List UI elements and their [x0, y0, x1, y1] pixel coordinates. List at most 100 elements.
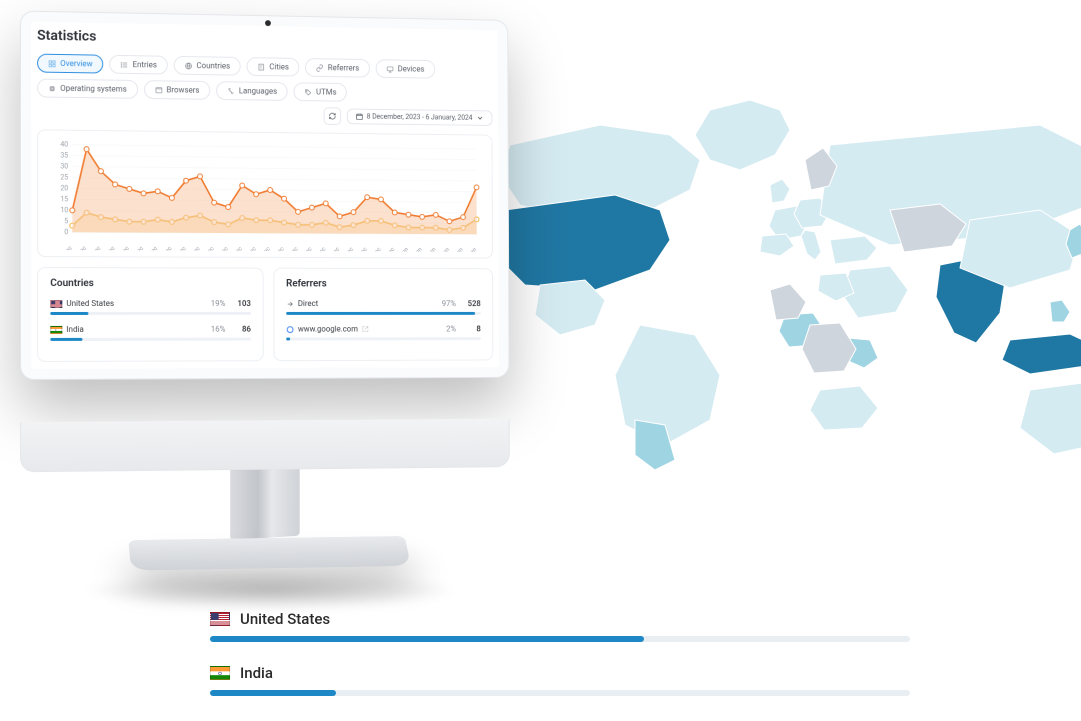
tab-referrers[interactable]: Referrers [305, 58, 369, 78]
grid-icon [48, 59, 56, 67]
tab-label: Operating systems [60, 84, 127, 94]
tab-utms[interactable]: UTMs [294, 82, 347, 101]
svg-text:20: 20 [60, 184, 68, 192]
svg-text:40: 40 [60, 141, 68, 149]
chevron-down-icon [476, 114, 484, 122]
svg-text:30: 30 [60, 162, 68, 170]
row-percent: 16% [211, 325, 226, 334]
tab-overview[interactable]: Overview [37, 54, 104, 74]
svg-text:19 Dec: 19 Dec [212, 245, 230, 251]
browser-icon [155, 86, 163, 94]
row-bar-track [286, 312, 481, 315]
svg-text:15 Dec: 15 Dec [155, 245, 173, 252]
flat-country-row[interactable]: India [210, 664, 910, 696]
monitor-shadow [80, 570, 460, 610]
tab-label: Referrers [328, 63, 359, 72]
flat-bar-track [210, 636, 910, 642]
refresh-button[interactable] [323, 107, 340, 125]
row-bar-fill [50, 312, 89, 315]
svg-text:6 Jan: 6 Jan [463, 246, 478, 251]
tab-devices[interactable]: Devices [376, 59, 435, 78]
svg-text:5 Jan: 5 Jan [450, 246, 465, 251]
tab-countries[interactable]: Countries [174, 56, 241, 76]
flat-country-label: India [240, 664, 273, 682]
tab-cities[interactable]: Cities [247, 57, 300, 76]
row-bar-track [286, 337, 481, 340]
date-range-label: 8 December, 2023 - 6 January, 2024 [367, 113, 473, 122]
flag-us-icon [210, 612, 230, 626]
language-icon [227, 87, 235, 95]
referrers-panel: Referrers Direct97%528www.google.com2%8 [273, 268, 493, 361]
svg-text:2 Jan: 2 Jan [409, 246, 424, 252]
flag-us-icon [50, 300, 62, 308]
date-range-picker[interactable]: 8 December, 2023 - 6 January, 2024 [346, 109, 492, 126]
device-icon [386, 65, 394, 73]
flat-country-row[interactable]: United States [210, 610, 910, 642]
row-value: 8 [462, 325, 481, 334]
svg-text:16 Dec: 16 Dec [170, 245, 188, 252]
tabs-toolbar: Overview Entries Countries Cities Referrers D… [37, 54, 492, 127]
svg-text:9 Dec: 9 Dec [72, 245, 88, 252]
flag-in-icon [50, 325, 62, 333]
date-controls: 8 December, 2023 - 6 January, 2024 [323, 107, 492, 127]
cpu-icon [48, 84, 56, 92]
map-turkey [830, 236, 877, 264]
map-indonesia [1002, 334, 1081, 374]
tab-os[interactable]: Operating systems [37, 79, 138, 99]
row-bar-fill [286, 338, 290, 341]
row-value: 528 [462, 299, 481, 308]
svg-text:15: 15 [60, 195, 68, 203]
tab-label: Cities [269, 62, 289, 71]
svg-text:10 Dec: 10 Dec [84, 245, 102, 252]
map-uk [770, 179, 790, 203]
tab-label: Overview [60, 59, 92, 68]
svg-text:25: 25 [60, 173, 68, 181]
row-label: Direct [298, 299, 318, 308]
world-map-svg [470, 90, 1081, 470]
row-value: 103 [231, 299, 251, 308]
referrer-row[interactable]: www.google.com2%8 [286, 325, 481, 341]
svg-text:13 Dec: 13 Dec [127, 245, 145, 252]
world-map [470, 90, 1081, 470]
referrer-row[interactable]: Direct 97% 528 [286, 299, 481, 315]
calendar-icon [355, 113, 363, 121]
row-percent: 19% [211, 299, 226, 308]
svg-text:20 Dec: 20 Dec [226, 245, 244, 251]
direct-icon [286, 300, 294, 308]
map-south-africa [810, 386, 878, 430]
row-percent: 97% [442, 299, 456, 308]
flat-bar-fill [210, 636, 644, 642]
tab-label: UTMs [316, 88, 336, 97]
countries-panel: Countries United States19%103India16%86 [37, 267, 264, 362]
svg-text:0: 0 [64, 228, 68, 236]
page-title: Statistics [37, 28, 492, 52]
svg-text:4 Jan: 4 Jan [436, 246, 451, 252]
monitor-stand-foot [128, 536, 411, 571]
flat-bar-track [210, 690, 910, 696]
country-row[interactable]: India16%86 [50, 325, 251, 341]
monitor-camera [265, 20, 271, 26]
tab-browsers[interactable]: Browsers [144, 80, 211, 100]
tab-label: Entries [133, 60, 157, 69]
svg-text:11 Dec: 11 Dec [99, 245, 117, 252]
flat-country-list: United States India [210, 610, 910, 718]
external-link-icon [362, 326, 369, 333]
monitor-mockup: Statistics Overview Entries Countries Citie… [20, 10, 540, 610]
row-value: 86 [231, 325, 251, 334]
map-brazil [615, 325, 720, 445]
tab-label: Countries [196, 61, 230, 70]
google-icon [286, 325, 294, 333]
referrers-panel-title: Referrers [286, 279, 481, 290]
flat-bar-fill [210, 690, 336, 696]
statistics-dashboard: Statistics Overview Entries Countries Citie… [37, 28, 493, 363]
map-italy [801, 230, 821, 260]
list-icon [121, 60, 129, 68]
svg-text:10: 10 [60, 206, 68, 214]
row-percent: 2% [446, 325, 456, 334]
country-row[interactable]: United States19%103 [50, 299, 251, 315]
map-africa-central [802, 323, 856, 373]
monitor-chin [20, 419, 510, 473]
tab-languages[interactable]: Languages [216, 81, 288, 101]
map-philippines [1050, 300, 1070, 322]
tab-entries[interactable]: Entries [110, 55, 168, 75]
